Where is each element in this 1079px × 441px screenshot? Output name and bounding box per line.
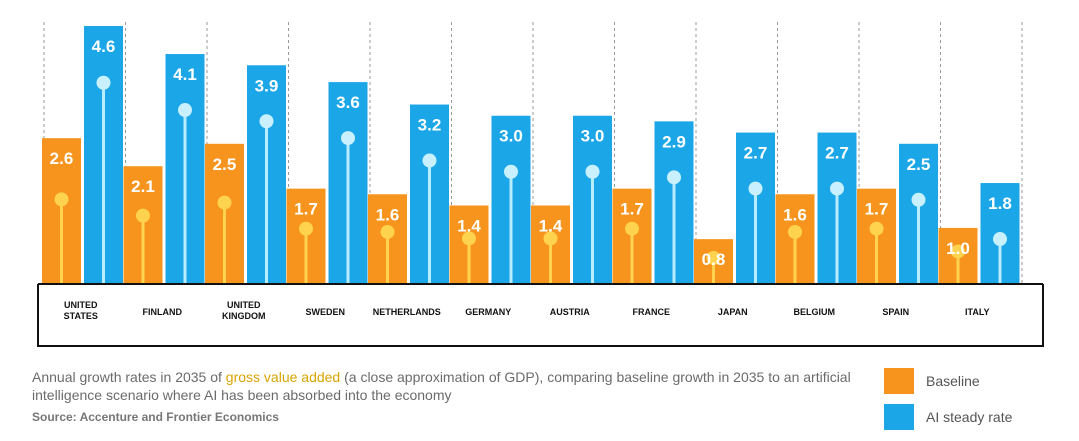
value-label-baseline: 2.5: [213, 155, 237, 174]
value-label-ai: 4.1: [173, 65, 197, 84]
value-label-baseline: 1.7: [294, 200, 318, 219]
marker-dot-baseline: [380, 224, 395, 239]
category-label: AUSTRIA: [550, 307, 590, 317]
marker-dot-ai: [911, 192, 926, 207]
category-label: FRANCE: [633, 307, 671, 317]
value-label-ai: 2.7: [744, 144, 768, 163]
chart-source: Source: Accenture and Frontier Economics: [32, 410, 279, 424]
marker-dot-ai: [259, 114, 274, 129]
value-label-ai: 1.8: [988, 194, 1012, 213]
marker-dot-baseline: [625, 221, 639, 236]
marker-dot-baseline: [869, 221, 884, 236]
marker-dot-ai: [341, 131, 355, 146]
category-label: STATES: [64, 311, 98, 321]
value-label-baseline: 1.7: [620, 200, 644, 219]
category-label: SWEDEN: [305, 307, 345, 317]
category-label: UNITED: [64, 300, 98, 310]
caption-text-start: Annual growth rates in 2035 of: [32, 369, 226, 385]
value-label-baseline: 1.7: [865, 200, 889, 219]
category-box-frame: [37, 284, 1044, 347]
value-label-ai: 2.5: [907, 155, 931, 174]
legend-swatch-baseline: [884, 368, 914, 394]
value-label-ai: 3.6: [336, 93, 360, 112]
bar-chart: 2.64.6UNITEDSTATES2.14.1FINLAND2.53.9UNI…: [37, 22, 1044, 347]
marker-dot-ai: [667, 170, 681, 185]
value-label-baseline: 1.6: [783, 205, 807, 224]
value-label-baseline: 1.6: [376, 205, 400, 224]
value-label-baseline: 0.8: [702, 250, 726, 269]
value-label-ai: 3.0: [499, 127, 523, 146]
marker-dot-ai: [96, 75, 111, 90]
category-label: UNITED: [227, 300, 261, 310]
value-label-ai: 3.9: [255, 76, 279, 95]
value-label-ai: 3.0: [581, 127, 605, 146]
category-label: GERMANY: [465, 307, 511, 317]
marker-dot-ai: [585, 164, 600, 179]
legend-item-baseline: Baseline: [884, 368, 1012, 394]
value-label-baseline: 1.4: [539, 216, 563, 235]
chart-caption: Annual growth rates in 2035 of gross val…: [32, 368, 862, 404]
category-label: BELGIUM: [794, 307, 836, 317]
legend-label-baseline: Baseline: [926, 373, 980, 389]
value-label-baseline: 1.0: [946, 239, 970, 258]
value-label-baseline: 2.6: [50, 149, 74, 168]
legend-label-ai-steady-rate: AI steady rate: [926, 409, 1013, 425]
marker-dot-baseline: [217, 195, 232, 210]
marker-dot-baseline: [788, 224, 802, 239]
marker-dot-ai: [993, 232, 1007, 247]
marker-dot-baseline: [136, 208, 150, 223]
marker-dot-ai: [178, 103, 192, 118]
marker-dot-baseline: [462, 231, 476, 246]
marker-dot-ai: [830, 181, 844, 196]
legend-item-ai-steady-rate: AI steady rate: [884, 404, 1012, 430]
category-label: FINLAND: [143, 307, 183, 317]
category-label: JAPAN: [718, 307, 748, 317]
marker-dot-baseline: [54, 192, 69, 207]
legend-swatch-ai-steady-rate: [884, 404, 914, 430]
value-label-baseline: 2.1: [131, 177, 155, 196]
caption-highlight-link[interactable]: gross value added: [225, 369, 341, 385]
marker-dot-ai: [748, 181, 763, 196]
marker-dot-ai: [422, 153, 437, 168]
category-label: ITALY: [965, 307, 990, 317]
value-label-ai: 3.2: [418, 116, 442, 135]
marker-dot-ai: [504, 164, 518, 179]
category-label: NETHERLANDS: [373, 307, 441, 317]
caption-text-end: (a close approximation of GDP), comparin…: [32, 369, 851, 403]
marker-dot-baseline: [543, 231, 558, 246]
value-label-ai: 4.6: [92, 37, 116, 56]
marker-dot-baseline: [299, 221, 313, 236]
chart-legend: Baseline AI steady rate: [884, 368, 1012, 440]
category-label: SPAIN: [882, 307, 909, 317]
value-label-baseline: 1.4: [457, 216, 481, 235]
value-label-ai: 2.9: [662, 132, 686, 151]
category-label: KINGDOM: [222, 311, 266, 321]
marker-dot-baseline: [951, 244, 965, 259]
marker-dot-baseline: [706, 250, 721, 265]
value-label-ai: 2.7: [825, 144, 849, 163]
